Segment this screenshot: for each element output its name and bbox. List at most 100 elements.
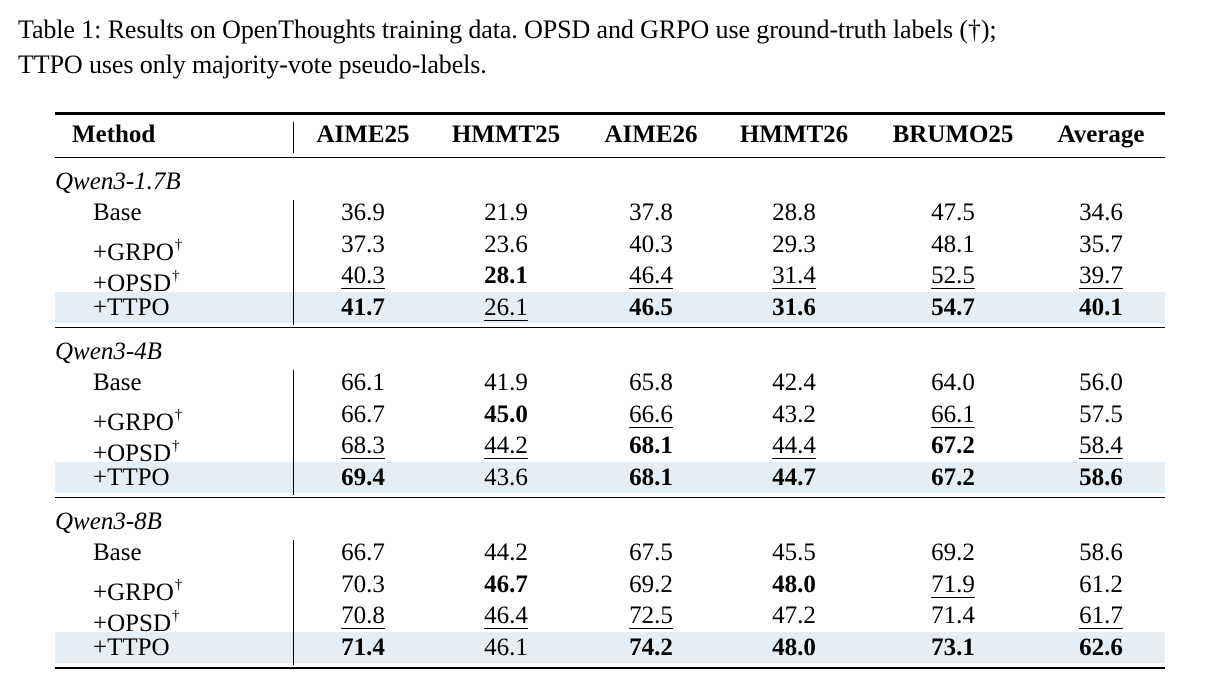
group-separator xyxy=(293,370,295,495)
value-text: 41.9 xyxy=(484,369,528,396)
value-text: 40.1 xyxy=(1079,294,1123,322)
value-cell: 61.7 xyxy=(1079,601,1123,631)
group-label: Qwen3-4B xyxy=(55,338,162,365)
dagger-mark: † xyxy=(172,608,180,625)
method-cell: Base xyxy=(93,538,142,568)
method-cell: Base xyxy=(93,198,142,228)
value-cell: 56.0 xyxy=(1079,368,1123,398)
value-text: 62.6 xyxy=(1079,634,1123,662)
value-cell: 52.5 xyxy=(931,261,975,291)
group-separator xyxy=(293,200,295,325)
value-text: 26.1 xyxy=(484,294,528,322)
value-text: 67.5 xyxy=(629,539,673,566)
header-hmmt26: HMMT26 xyxy=(739,121,849,148)
value-text: 37.3 xyxy=(341,230,385,258)
value-cell: 29.3 xyxy=(772,230,816,260)
value-cell: 39.7 xyxy=(1079,261,1123,291)
value-cell: 74.2 xyxy=(629,633,673,663)
value-text: 28.1 xyxy=(484,262,528,290)
dagger-mark: † xyxy=(174,576,183,593)
value-text: 72.5 xyxy=(629,602,673,630)
value-cell: 21.9 xyxy=(484,198,528,228)
value-cell: 66.1 xyxy=(931,400,975,430)
value-text: 46.5 xyxy=(629,294,673,322)
value-cell: 42.4 xyxy=(772,368,816,398)
value-text: 69.2 xyxy=(931,539,975,566)
value-cell: 37.3 xyxy=(341,230,385,260)
value-text: 45.5 xyxy=(772,539,816,566)
value-text: 54.7 xyxy=(931,294,975,322)
value-text: 42.4 xyxy=(772,369,816,396)
value-cell: 31.6 xyxy=(772,293,816,323)
value-text: 66.6 xyxy=(629,400,673,428)
method-name: +TTPO xyxy=(93,634,170,662)
value-cell: 68.1 xyxy=(629,463,673,493)
value-text: 40.3 xyxy=(341,262,385,290)
value-text: 28.8 xyxy=(772,199,816,226)
dagger-mark: † xyxy=(172,268,180,285)
value-text: 46.4 xyxy=(484,602,528,630)
value-cell: 47.2 xyxy=(772,601,816,631)
value-text: 44.4 xyxy=(772,432,816,460)
value-text: 68.1 xyxy=(629,464,673,492)
value-cell: 41.9 xyxy=(484,368,528,398)
dagger-mark: † xyxy=(174,406,183,423)
value-text: 57.5 xyxy=(1079,400,1123,428)
value-cell: 46.4 xyxy=(484,601,528,631)
value-cell: 69.4 xyxy=(341,463,385,493)
value-cell: 67.5 xyxy=(629,538,673,568)
method-cell: +OPSD† xyxy=(93,601,180,639)
value-cell: 58.6 xyxy=(1079,538,1123,568)
value-cell: 66.6 xyxy=(629,400,673,430)
value-text: 44.2 xyxy=(484,432,528,460)
value-text: 46.7 xyxy=(484,570,528,598)
value-text: 66.7 xyxy=(341,400,385,428)
value-text: 47.5 xyxy=(931,199,975,226)
value-cell: 57.5 xyxy=(1079,400,1123,430)
group-separator xyxy=(293,540,295,665)
value-cell: 58.6 xyxy=(1079,463,1123,493)
value-text: 74.2 xyxy=(629,634,673,662)
method-name: +GRPO xyxy=(93,238,174,266)
value-cell: 66.1 xyxy=(341,368,385,398)
value-cell: 46.7 xyxy=(484,570,528,600)
value-cell: 69.2 xyxy=(629,570,673,600)
header-method: Method xyxy=(72,121,156,148)
value-text: 69.4 xyxy=(341,464,385,492)
value-cell: 62.6 xyxy=(1079,633,1123,663)
value-text: 61.7 xyxy=(1079,602,1123,630)
value-cell: 66.7 xyxy=(341,538,385,568)
value-cell: 44.2 xyxy=(484,431,528,461)
value-text: 39.7 xyxy=(1079,262,1123,290)
value-cell: 40.3 xyxy=(341,261,385,291)
header-average: Average xyxy=(1057,121,1145,148)
value-text: 37.8 xyxy=(629,199,673,226)
value-cell: 48.0 xyxy=(772,570,816,600)
value-cell: 61.2 xyxy=(1079,570,1123,600)
value-text: 21.9 xyxy=(484,199,528,226)
value-cell: 67.2 xyxy=(931,431,975,461)
value-cell: 23.6 xyxy=(484,230,528,260)
value-text: 36.9 xyxy=(341,199,385,226)
value-cell: 48.1 xyxy=(931,230,975,260)
value-cell: 68.3 xyxy=(341,431,385,461)
group-label: Qwen3-8B xyxy=(55,508,162,535)
header-separator xyxy=(293,122,295,153)
caption-line-1: Table 1: Results on OpenThoughts trainin… xyxy=(18,15,997,44)
value-text: 65.8 xyxy=(629,369,673,396)
value-cell: 70.8 xyxy=(341,601,385,631)
dagger-mark: † xyxy=(172,438,180,455)
value-cell: 71.9 xyxy=(931,570,975,600)
value-text: 35.7 xyxy=(1079,230,1123,258)
value-cell: 73.1 xyxy=(931,633,975,663)
value-text: 31.4 xyxy=(772,262,816,290)
table-caption: Table 1: Results on OpenThoughts trainin… xyxy=(18,12,1214,82)
value-text: 66.1 xyxy=(931,400,975,428)
value-text: 48.0 xyxy=(772,570,816,598)
method-name: Base xyxy=(93,369,142,396)
value-text: 71.4 xyxy=(341,634,385,662)
value-cell: 37.8 xyxy=(629,198,673,228)
value-text: 44.2 xyxy=(484,539,528,566)
value-text: 73.1 xyxy=(931,634,975,662)
value-text: 67.2 xyxy=(931,464,975,492)
